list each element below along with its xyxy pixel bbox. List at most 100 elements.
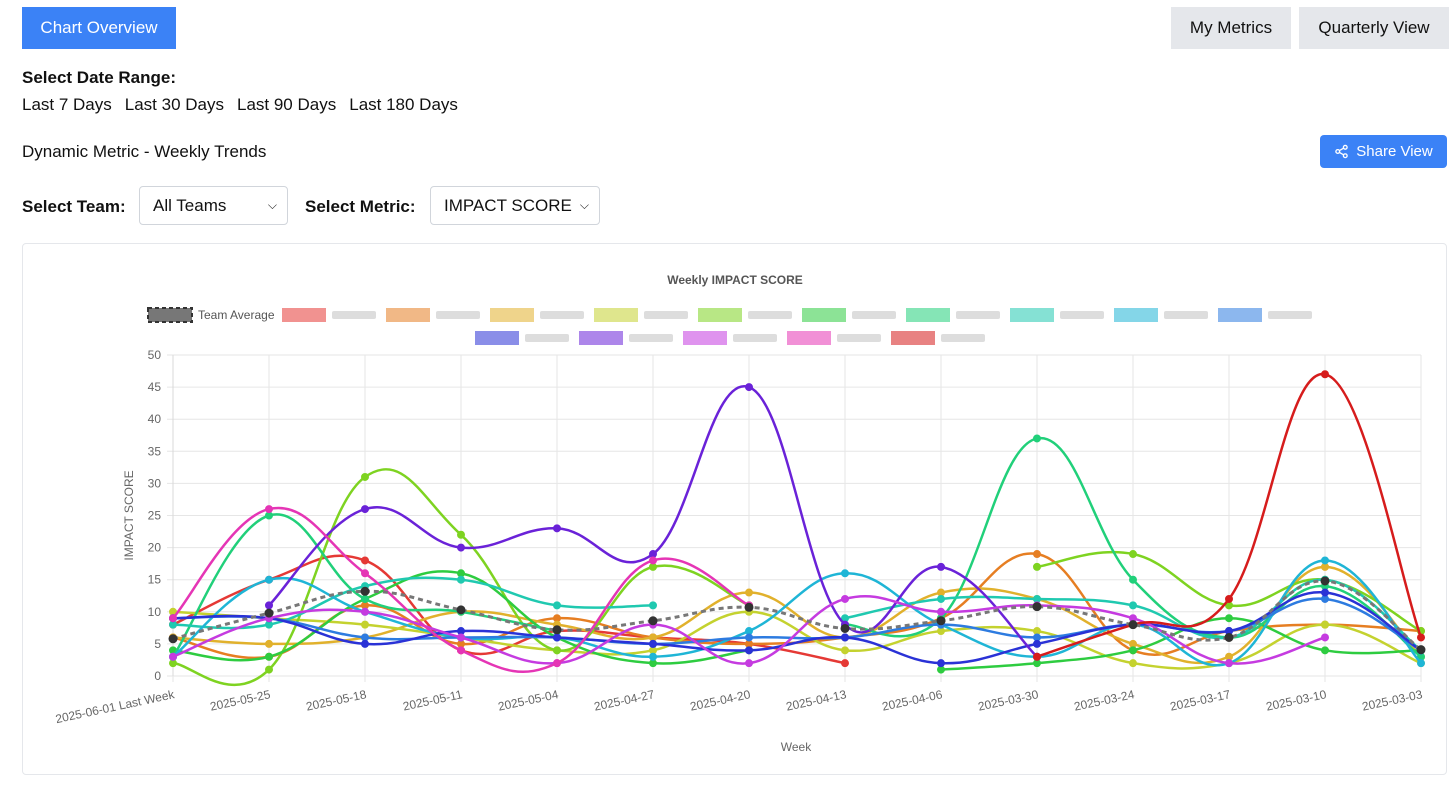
range-option-30[interactable]: Last 30 Days	[124, 95, 224, 114]
x-tick-label: 2025-03-24	[1073, 687, 1136, 714]
legend-item	[891, 331, 985, 345]
metric-select[interactable]: IMPACT SCORE ⌵	[430, 186, 600, 225]
data-point	[745, 588, 753, 597]
legend-label: Team Average	[198, 308, 275, 322]
data-point	[168, 634, 178, 644]
data-point	[1225, 614, 1233, 623]
legend-swatch	[683, 331, 727, 345]
data-point	[840, 623, 850, 633]
data-point	[1033, 434, 1041, 443]
data-point	[456, 605, 466, 615]
x-tick-label: 2025-05-11	[402, 687, 464, 713]
x-tick-label: 2025-05-18	[305, 687, 368, 714]
data-point	[457, 633, 465, 642]
data-point	[1225, 659, 1233, 668]
legend-item	[683, 331, 777, 345]
legend-swatch	[282, 308, 326, 322]
series-path	[172, 579, 1422, 651]
share-view-button[interactable]: Share View	[1320, 135, 1447, 168]
y-tick-label: 30	[148, 476, 162, 490]
legend-label-redacted	[540, 311, 584, 319]
data-point	[265, 505, 273, 514]
legend-label-redacted	[644, 311, 688, 319]
legend-item	[579, 331, 673, 345]
legend-item	[282, 308, 376, 322]
team-select-label: Select Team:	[22, 197, 126, 216]
team-select[interactable]: All Teams ⌵	[139, 186, 288, 225]
legend-label-redacted	[629, 334, 673, 342]
data-point	[936, 616, 946, 626]
x-axis-label: Week	[781, 740, 812, 754]
my-metrics-button[interactable]: My Metrics	[1171, 7, 1291, 49]
legend-item	[787, 331, 881, 345]
range-option-90[interactable]: Last 90 Days	[237, 95, 337, 114]
legend-label-redacted	[525, 334, 569, 342]
quarterly-view-button[interactable]: Quarterly View	[1299, 7, 1449, 49]
data-point	[361, 556, 369, 565]
data-point	[1129, 575, 1137, 584]
data-point	[360, 586, 370, 596]
y-tick-label: 5	[154, 637, 161, 651]
legend-swatch	[475, 331, 519, 345]
legend-item	[475, 331, 569, 345]
x-tick-label: 2025-03-30	[977, 687, 1040, 714]
x-tick-label: 2025-04-20	[689, 687, 752, 714]
chevron-down-icon: ⌵	[579, 198, 589, 212]
data-point	[1129, 550, 1137, 559]
series-team-average	[168, 576, 1426, 655]
legend-label-redacted	[837, 334, 881, 342]
x-tick-label: 2025-04-27	[593, 687, 656, 714]
legend-item	[1010, 308, 1104, 322]
data-point	[1033, 639, 1041, 648]
data-point	[361, 569, 369, 578]
legend-item: Team Average	[147, 307, 275, 323]
legend-swatch	[1218, 308, 1262, 322]
data-point	[361, 607, 369, 616]
data-point	[169, 652, 177, 661]
data-point	[1321, 556, 1329, 565]
y-tick-label: 40	[148, 412, 162, 426]
legend-swatch	[802, 308, 846, 322]
data-point	[552, 625, 562, 635]
legend-label-redacted	[1268, 311, 1312, 319]
series-path	[172, 576, 654, 630]
legend-swatch	[579, 331, 623, 345]
data-point	[1416, 645, 1426, 655]
series-path	[172, 559, 1422, 667]
data-point	[744, 602, 754, 612]
data-point	[937, 594, 945, 603]
legend-label-redacted	[852, 311, 896, 319]
chevron-down-icon: ⌵	[267, 198, 277, 212]
series-line	[169, 505, 753, 674]
data-point	[265, 575, 273, 584]
data-point	[649, 556, 657, 565]
legend-label-redacted	[956, 311, 1000, 319]
series-line	[169, 562, 1425, 665]
data-point	[1417, 633, 1425, 642]
range-option-180[interactable]: Last 180 Days	[349, 95, 458, 114]
data-point	[1129, 659, 1137, 668]
range-option-7[interactable]: Last 7 Days	[22, 95, 112, 114]
data-point	[457, 530, 465, 539]
data-point	[649, 652, 657, 661]
data-point	[361, 505, 369, 514]
legend-item	[386, 308, 480, 322]
legend-label-redacted	[733, 334, 777, 342]
data-point	[841, 569, 849, 578]
legend-swatch	[1114, 308, 1158, 322]
data-point	[169, 614, 177, 623]
data-point	[1224, 632, 1234, 642]
data-point	[745, 659, 753, 668]
data-point	[841, 659, 849, 668]
data-point	[937, 607, 945, 616]
data-point	[553, 601, 561, 610]
legend-swatch	[787, 331, 831, 345]
data-point	[1321, 646, 1329, 655]
data-point	[553, 633, 561, 642]
data-point	[553, 659, 561, 668]
legend-item	[594, 308, 688, 322]
chart-overview-button[interactable]: Chart Overview	[22, 7, 176, 49]
data-point	[1129, 601, 1137, 610]
x-tick-label: 2025-03-03	[1361, 687, 1424, 714]
legend-label-redacted	[332, 311, 376, 319]
